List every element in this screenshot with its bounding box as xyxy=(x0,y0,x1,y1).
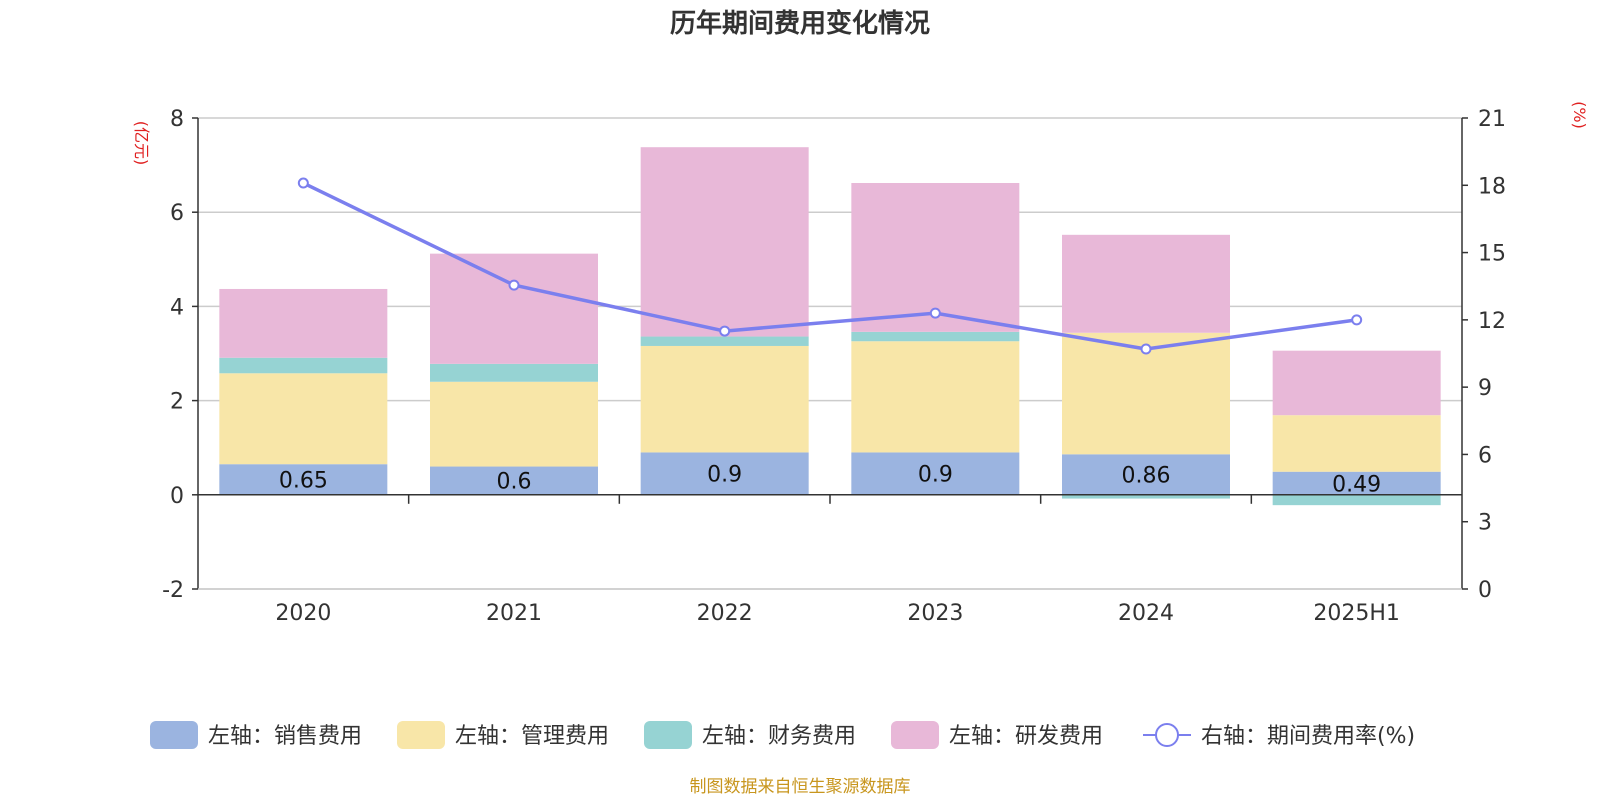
right-axis-tick-label: 0 xyxy=(1478,578,1492,603)
rate-point xyxy=(297,177,309,189)
x-axis-tick-label: 2021 xyxy=(486,601,542,626)
data-label: 0.49 xyxy=(1332,472,1381,497)
rate-point xyxy=(929,307,941,319)
data-label: 0.86 xyxy=(1122,464,1171,489)
right-axis-tick-label: 18 xyxy=(1478,174,1506,199)
bar-segment xyxy=(1062,494,1230,499)
x-axis-tick-label: 2025H1 xyxy=(1313,601,1400,626)
right-axis-tick-label: 21 xyxy=(1478,107,1506,132)
legend-label: 左轴：研发费用 xyxy=(949,724,1103,749)
legend-swatch xyxy=(644,721,692,749)
right-axis-tick-label: 6 xyxy=(1478,443,1492,468)
bar-segment xyxy=(430,363,598,382)
rate-point xyxy=(1351,314,1363,326)
left-axis-tick-label: 0 xyxy=(170,484,184,509)
chart-title: 历年期间费用变化情况 xyxy=(670,8,930,39)
bar-segment xyxy=(219,357,388,374)
bar-segment xyxy=(851,331,1020,342)
right-axis-tick-label: 15 xyxy=(1478,242,1506,267)
rate-point xyxy=(1140,343,1152,355)
bar-segment xyxy=(219,464,388,495)
legend-label: 左轴：销售费用 xyxy=(208,724,362,749)
x-axis-tick-label: 2023 xyxy=(907,601,963,626)
bar-segment xyxy=(851,182,1020,332)
legend: 左轴：销售费用 左轴：管理费用 左轴：财务费用 左轴：研发费用 右轴：期间费用率(%) xyxy=(150,721,1415,749)
bar-segment xyxy=(1062,234,1230,333)
bar-segment xyxy=(219,288,388,358)
legend-label: 左轴：财务费用 xyxy=(702,724,856,749)
left-axis-tick-label: -2 xyxy=(162,578,184,603)
left-axis-tick-label: 4 xyxy=(170,295,184,320)
data-labels: 0.65 0.6 0.9 0.9 0.86 0.49 xyxy=(279,463,1381,498)
right-axis-tick-label: 9 xyxy=(1478,376,1492,401)
bar-segment xyxy=(1272,415,1441,472)
legend-marker xyxy=(1155,723,1179,747)
data-label: 0.9 xyxy=(918,463,953,488)
bar-segment xyxy=(430,253,598,364)
source-note: 制图数据来自恒生聚源数据库 xyxy=(690,777,911,797)
x-axis-tick-label: 2024 xyxy=(1118,601,1174,626)
bar-segment xyxy=(1062,454,1230,495)
bar-segment xyxy=(640,147,809,337)
data-label: 0.6 xyxy=(497,470,532,495)
bar-segment xyxy=(640,345,809,453)
right-axis-tick-label: 3 xyxy=(1478,511,1492,536)
left-axis-tick-label: 8 xyxy=(170,107,184,132)
bar-segment xyxy=(640,336,809,346)
right-axis-unit: (%) xyxy=(1570,101,1589,129)
legend-swatch xyxy=(891,721,939,749)
bar-segment xyxy=(1272,471,1441,495)
line-series xyxy=(297,177,1363,355)
bar-series xyxy=(219,147,1441,506)
data-label: 0.65 xyxy=(279,468,328,493)
bar-segment xyxy=(1272,350,1441,416)
left-axis-tick-label: 6 xyxy=(170,201,184,226)
bar-segment xyxy=(430,466,598,495)
bar-segment xyxy=(430,381,598,467)
legend-label: 左轴：管理费用 xyxy=(455,724,609,749)
rate-point xyxy=(508,279,520,291)
bar-segment xyxy=(851,341,1020,453)
left-axis-tick-label: 2 xyxy=(170,390,184,415)
grid-lines xyxy=(198,117,1462,590)
x-axis-tick-label: 2020 xyxy=(275,601,331,626)
rate-line xyxy=(302,181,1357,351)
x-axis-tick-label: 2022 xyxy=(697,601,753,626)
left-axis-unit: (亿元) xyxy=(132,121,151,166)
legend-label: 右轴：期间费用率(%) xyxy=(1201,724,1415,749)
data-label: 0.9 xyxy=(707,463,742,488)
bar-segment xyxy=(851,452,1020,495)
right-axis-tick-label: 12 xyxy=(1478,309,1506,334)
legend-swatch xyxy=(150,721,198,749)
bar-segment xyxy=(640,452,809,495)
rate-point xyxy=(719,325,731,337)
legend-swatch xyxy=(397,721,445,749)
axes: -2 0 2 4 6 8 0 3 6 9 12 15 18 21 2020 2021 2022 2023 2024 2… xyxy=(162,107,1506,626)
bar-segment xyxy=(1272,494,1441,506)
bar-segment xyxy=(219,373,388,465)
